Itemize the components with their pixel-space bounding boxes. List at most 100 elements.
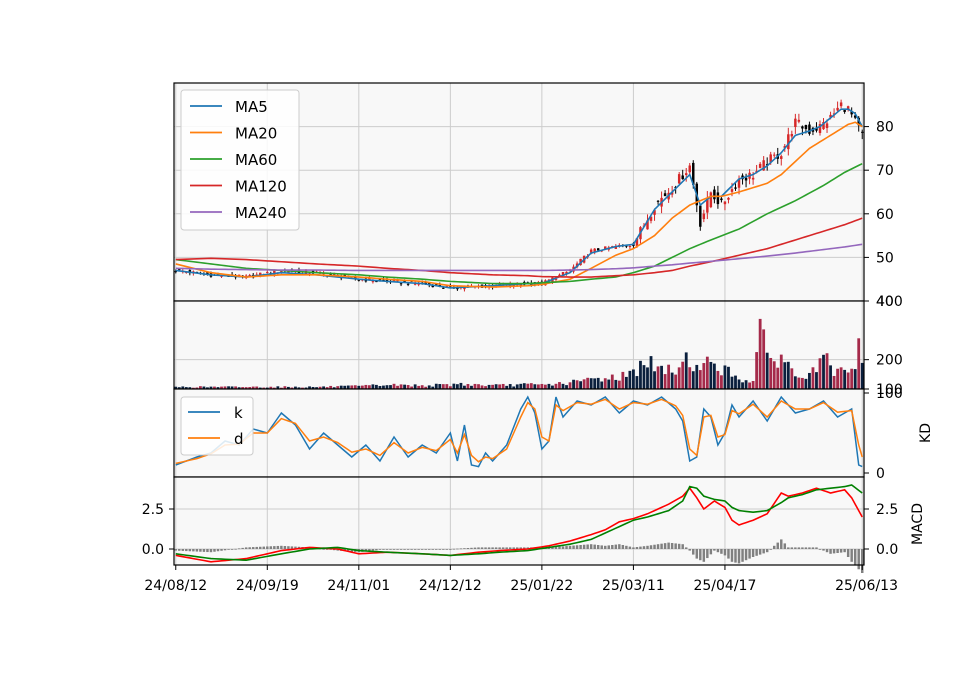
price-legend-box	[180, 89, 300, 231]
macd-histogram-bar	[572, 545, 575, 549]
volume-bar	[276, 386, 280, 389]
candle-body	[843, 109, 846, 112]
candle-body	[649, 216, 653, 221]
price-legend: MA5 MA20 MA60 MA120 MA240	[180, 89, 300, 231]
volume-bar	[399, 384, 403, 389]
volume-bar	[287, 386, 290, 389]
macd-histogram-bar	[825, 549, 829, 553]
macd-histogram-bar	[801, 547, 804, 549]
candle-body	[498, 283, 501, 286]
macd-histogram-bar	[195, 549, 199, 552]
candle-body	[206, 272, 209, 275]
volume-bar	[318, 386, 322, 389]
volume-bar	[667, 364, 671, 389]
macd-histogram-bar	[512, 547, 515, 549]
macd-histogram-bar	[424, 549, 427, 550]
volume-bar	[727, 366, 730, 389]
candle-body	[808, 124, 811, 134]
macd-histogram-bar	[804, 547, 808, 549]
candle-body	[375, 281, 378, 283]
candle-body	[815, 127, 818, 131]
macd-histogram-bar	[487, 547, 491, 549]
macd-histogram-bar	[695, 549, 699, 559]
macd-histogram-bar	[484, 547, 487, 549]
macd-histogram-bar	[692, 549, 695, 555]
volume-bar	[660, 365, 663, 389]
candle-body	[385, 279, 389, 282]
candle-body	[706, 197, 709, 213]
candle-body	[653, 210, 656, 215]
macd-histogram-bar	[427, 549, 431, 550]
volume-panel-background	[174, 301, 864, 389]
candle-body	[399, 283, 403, 285]
candle-body	[751, 177, 755, 180]
x-tick-label-1: 24/09/19	[236, 578, 299, 594]
volume-bar	[202, 386, 206, 389]
volume-bar	[452, 383, 456, 389]
candle-body	[589, 249, 593, 253]
macd-histogram-bar	[223, 549, 227, 551]
macd-histogram-bar	[861, 549, 864, 573]
volume-bar	[188, 387, 192, 389]
volume-ytick-400: 400	[876, 294, 903, 310]
macd-histogram-bar	[255, 546, 258, 549]
x-tick-label-3: 24/12/12	[419, 578, 482, 594]
macd-histogram-bar	[776, 542, 779, 549]
candle-body	[565, 271, 568, 275]
macd-histogram-bar	[596, 545, 600, 549]
macd-ytick-right-0.0: 0.0	[876, 542, 898, 558]
candle-body	[287, 271, 290, 273]
volume-bar	[389, 385, 392, 389]
volume-bar	[565, 385, 568, 389]
volume-bar	[237, 387, 241, 389]
volume-bar	[501, 383, 505, 389]
candle-body	[723, 201, 727, 205]
macd-histogram-bar	[582, 544, 586, 549]
macd-histogram-bar	[442, 549, 445, 550]
volume-bar	[586, 377, 590, 389]
volume-bar	[417, 385, 421, 389]
volume-bar	[491, 384, 495, 389]
macd-histogram-bar	[843, 549, 846, 553]
volume-bar	[617, 380, 621, 389]
volume-bar	[223, 386, 227, 389]
candle-body	[554, 278, 558, 280]
volume-bar	[737, 379, 741, 389]
macd-histogram-bar	[611, 545, 614, 549]
volume-bar	[575, 380, 579, 389]
volume-bar	[712, 363, 716, 389]
volume-bar	[519, 383, 523, 389]
candle-body	[456, 287, 459, 290]
volume-bar	[455, 384, 459, 389]
candle-body	[406, 283, 410, 285]
candle-body	[702, 213, 706, 220]
candle-body	[248, 274, 251, 276]
volume-bar	[709, 361, 713, 389]
candle-body	[822, 121, 825, 130]
volume-bar	[413, 384, 417, 389]
kd-legend: kd	[180, 396, 254, 456]
macd-panel-border	[173, 476, 865, 566]
candle-body	[762, 160, 765, 171]
volume-bar	[438, 384, 442, 389]
volume-bar	[543, 384, 547, 389]
macd-histogram-bar	[758, 549, 762, 555]
candle-body	[519, 284, 522, 286]
volume-bar	[332, 387, 336, 389]
macd-histogram-bar	[818, 549, 822, 550]
volume-bar	[258, 387, 262, 389]
volume-bar	[529, 383, 533, 389]
candle-body	[772, 154, 776, 156]
candle-body	[178, 269, 181, 271]
macd-histogram-bar	[470, 547, 473, 549]
candle-body	[354, 277, 357, 279]
volume-bar	[642, 365, 646, 389]
volume-bar	[656, 366, 660, 389]
macd-histogram-bar	[491, 547, 494, 549]
candle-body	[596, 248, 600, 251]
volume-bar	[357, 385, 361, 389]
macd-histogram-bar	[677, 543, 681, 549]
candle-body	[801, 126, 804, 129]
candle-body	[681, 175, 684, 180]
macd-histogram-bar	[178, 549, 181, 551]
